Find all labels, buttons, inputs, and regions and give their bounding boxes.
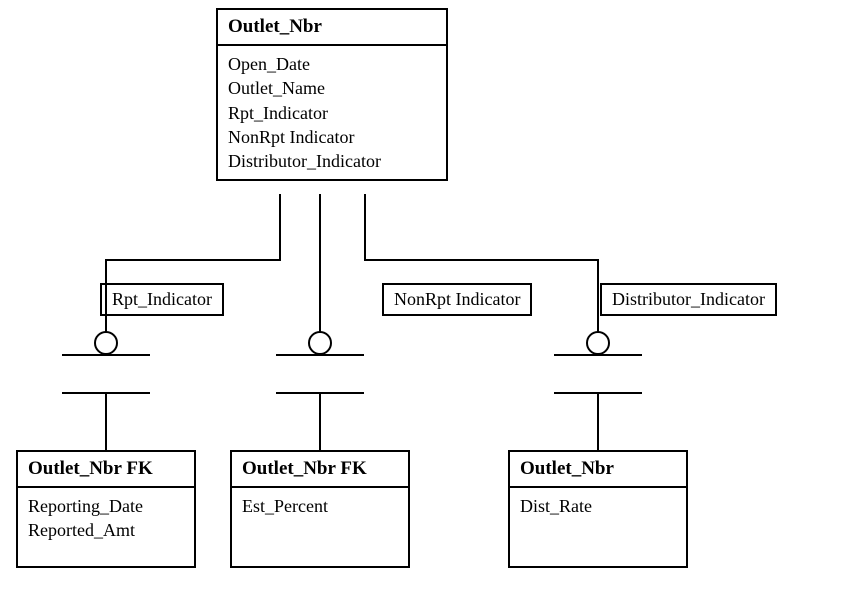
entity-attr: Reported_Amt: [28, 518, 184, 542]
entity-dist-title: Outlet_Nbr: [510, 452, 686, 488]
entity-attr: Open_Date: [228, 52, 436, 76]
entity-parent-body: Open_Date Outlet_Name Rpt_Indicator NonR…: [218, 46, 446, 179]
entity-est: Outlet_Nbr FK Est_Percent: [230, 450, 410, 568]
relation-label-rpt: Rpt_Indicator: [100, 283, 224, 316]
entity-est-title: Outlet_Nbr FK: [232, 452, 408, 488]
entity-attr: Distributor_Indicator: [228, 149, 436, 173]
entity-dist-body: Dist_Rate: [510, 488, 686, 524]
entity-attr: Outlet_Name: [228, 76, 436, 100]
entity-attr: NonRpt Indicator: [228, 125, 436, 149]
entity-attr: Dist_Rate: [520, 494, 676, 518]
entity-reporting: Outlet_Nbr FK Reporting_Date Reported_Am…: [16, 450, 196, 568]
entity-reporting-title: Outlet_Nbr FK: [18, 452, 194, 488]
relation-label-dist: Distributor_Indicator: [600, 283, 777, 316]
entity-est-body: Est_Percent: [232, 488, 408, 524]
relation-label-nonrpt: NonRpt Indicator: [382, 283, 532, 316]
entity-attr: Rpt_Indicator: [228, 101, 436, 125]
entity-attr: Est_Percent: [242, 494, 398, 518]
entity-parent: Outlet_Nbr Open_Date Outlet_Name Rpt_Ind…: [216, 8, 448, 181]
entity-dist: Outlet_Nbr Dist_Rate: [508, 450, 688, 568]
entity-attr: Reporting_Date: [28, 494, 184, 518]
entity-parent-title: Outlet_Nbr: [218, 10, 446, 46]
entity-reporting-body: Reporting_Date Reported_Amt: [18, 488, 194, 549]
